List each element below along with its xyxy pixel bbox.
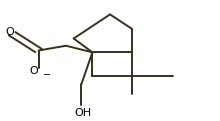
Text: OH: OH	[74, 108, 91, 118]
Text: O: O	[6, 27, 14, 37]
Text: −: −	[43, 70, 51, 80]
Text: O: O	[30, 66, 38, 76]
